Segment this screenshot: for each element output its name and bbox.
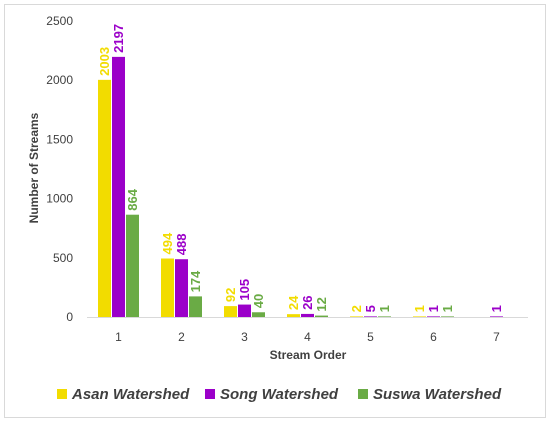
legend-swatch [205,389,215,399]
data-label: 488 [174,234,189,256]
bar-song-watershed-order-6 [427,316,440,317]
y-axis-title: Number of Streams [27,112,41,223]
legend: Asan Watershed Song Watershed Suswa Waters… [57,386,502,403]
bar-suswa-watershed-order-2 [189,296,202,317]
data-label: 12 [314,297,329,311]
data-label: 2197 [111,24,126,53]
bar-suswa-watershed-order-1 [126,214,139,317]
y-tick-label: 500 [53,251,73,265]
legend-label: Suswa Watershed [373,386,502,403]
data-label: 2 [349,305,364,312]
x-axis-title: Stream Order [270,348,347,362]
chart-frame [4,4,546,418]
data-label: 26 [300,295,315,309]
x-tick-label: 5 [367,330,374,344]
y-tick-label: 2500 [46,14,73,28]
data-label: 1 [440,305,455,312]
bar-asan-watershed-order-4 [287,314,300,317]
legend-label: Song Watershed [220,386,339,403]
data-label: 1 [412,305,427,312]
y-axis-ticks: 0 500 1000 1500 2000 2500 [46,14,73,324]
data-label: 5 [363,305,378,312]
bar-song-watershed-order-2 [175,259,188,317]
legend-label: Asan Watershed [71,386,190,403]
data-label: 864 [125,188,140,210]
bar-asan-watershed-order-6 [413,316,426,317]
bar-suswa-watershed-order-4 [315,315,328,317]
bar-song-watershed-order-7 [490,316,503,317]
data-label: 1 [377,305,392,312]
legend-swatch [358,389,368,399]
x-tick-label: 7 [493,330,500,344]
x-tick-label: 6 [430,330,437,344]
x-tick-label: 2 [178,330,185,344]
bar-asan-watershed-order-5 [350,316,363,317]
data-label: 92 [223,288,238,302]
x-axis-ticks: 1 2 3 4 5 6 7 [115,330,500,344]
bar-asan-watershed-order-2 [161,258,174,317]
x-tick-label: 1 [115,330,122,344]
data-label: 2003 [97,47,112,76]
bar-song-watershed-order-1 [112,56,125,318]
bar-suswa-watershed-order-6 [441,316,454,317]
x-tick-label: 4 [304,330,311,344]
bar-asan-watershed-order-1 [98,79,111,317]
y-tick-label: 0 [66,310,73,324]
data-label: 24 [286,295,301,310]
bar-song-watershed-order-4 [301,313,314,317]
data-label: 1 [489,305,504,312]
y-tick-label: 1500 [46,132,73,146]
legend-swatch [57,389,67,399]
data-label: 494 [160,232,175,254]
y-tick-label: 2000 [46,73,73,87]
bar-suswa-watershed-order-5 [378,316,391,317]
data-label: 40 [251,294,266,308]
bar-asan-watershed-order-3 [224,306,237,317]
y-tick-label: 1000 [46,192,73,206]
bar-suswa-watershed-order-3 [252,312,265,317]
x-tick-label: 3 [241,330,248,344]
data-label: 1 [426,305,441,312]
data-label: 105 [237,279,252,301]
bar-song-watershed-order-3 [238,304,251,317]
bars [98,56,503,318]
bar-song-watershed-order-5 [364,316,377,317]
data-label: 174 [188,270,203,292]
